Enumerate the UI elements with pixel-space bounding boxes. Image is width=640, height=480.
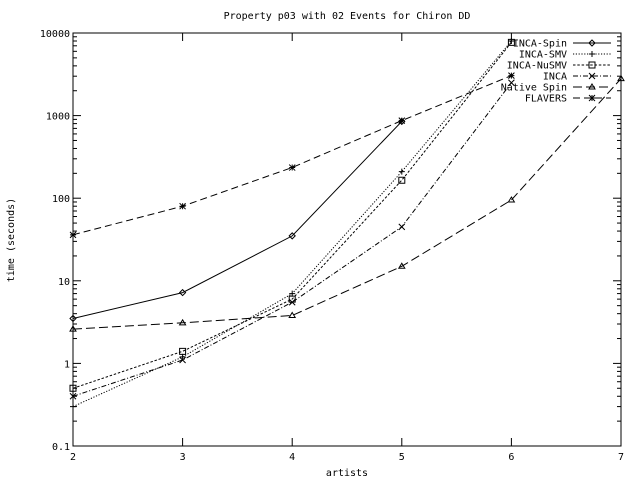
axis-ticks: 0.1 1 10 100 1000 10000 2 3 4 5 6 7 — [40, 29, 624, 463]
series-inca-smv — [70, 38, 515, 410]
x-tick-label: 6 — [508, 452, 514, 463]
y-tick-label: 1000 — [46, 112, 70, 123]
series-line — [72, 75, 512, 236]
series-inca-spin — [69, 117, 406, 323]
series-line — [72, 78, 622, 330]
data-point — [69, 325, 77, 332]
x-axis-label: artists — [326, 468, 368, 479]
data-point — [179, 202, 186, 210]
series-line — [72, 40, 512, 408]
legend-marker — [588, 94, 596, 102]
data-point — [69, 392, 77, 400]
series-line — [72, 82, 512, 397]
series-flavers — [69, 72, 515, 239]
data-point — [179, 356, 186, 364]
legend-marker — [588, 61, 596, 69]
legend-entry: INCA-SMV — [519, 50, 611, 61]
data-point — [179, 353, 186, 360]
legend-marker — [588, 72, 596, 80]
data-point — [69, 231, 77, 239]
series-native-spin — [69, 74, 625, 332]
data-point — [70, 403, 76, 410]
legend-label: Native Spin — [501, 83, 567, 94]
legend-label: INCA — [543, 72, 567, 83]
series-layer — [69, 38, 625, 410]
x-tick-label: 4 — [289, 452, 295, 463]
data-point — [178, 318, 187, 326]
legend-entry: INCA — [543, 72, 611, 83]
legend-entry: INCA-NuSMV — [507, 61, 611, 72]
x-tick-label: 5 — [399, 452, 405, 463]
chart-title: Property p03 with 02 Events for Chiron D… — [224, 11, 471, 22]
series-inca-nusmv — [69, 38, 515, 392]
data-point — [288, 311, 297, 319]
data-point — [178, 288, 187, 297]
legend-entry: Native Spin — [501, 83, 611, 94]
data-point — [179, 347, 187, 355]
data-point — [69, 314, 77, 323]
y-tick-label: 0.1 — [52, 442, 70, 453]
data-point — [289, 290, 296, 297]
data-point — [398, 168, 405, 175]
x-tick-label: 3 — [180, 452, 186, 463]
legend-marker — [588, 39, 596, 47]
legend-label: INCA-SMV — [519, 50, 567, 61]
y-tick-label: 100 — [52, 194, 70, 205]
series-line — [72, 121, 403, 319]
legend-marker — [589, 51, 595, 57]
plot-frame — [72, 32, 622, 447]
data-point — [288, 164, 296, 171]
legend-label: FLAVERS — [525, 94, 567, 105]
data-point — [398, 176, 406, 184]
data-point — [398, 223, 406, 231]
legend-label: INCA-NuSMV — [507, 61, 567, 72]
data-point — [508, 72, 515, 79]
series-line — [72, 42, 512, 389]
data-point — [507, 38, 515, 46]
y-tick-label: 10000 — [40, 29, 70, 40]
series-inca — [69, 79, 515, 400]
data-point — [288, 232, 296, 240]
legend-entry: FLAVERS — [525, 94, 611, 105]
legend-entry: INCA-Spin — [513, 39, 611, 50]
legend-marker — [588, 83, 596, 90]
data-point — [508, 79, 515, 87]
data-point — [617, 74, 625, 82]
y-tick-label: 1 — [64, 359, 70, 370]
x-tick-label: 7 — [618, 452, 624, 463]
y-tick-label: 10 — [58, 277, 70, 288]
legend-label: INCA-Spin — [513, 39, 567, 50]
data-point — [288, 298, 296, 306]
data-point — [69, 384, 77, 392]
data-point — [288, 295, 296, 303]
y-axis-label: time (seconds) — [6, 198, 17, 282]
data-point — [398, 117, 406, 124]
x-tick-label: 2 — [70, 452, 76, 463]
data-point — [397, 262, 406, 269]
data-point — [507, 196, 516, 203]
